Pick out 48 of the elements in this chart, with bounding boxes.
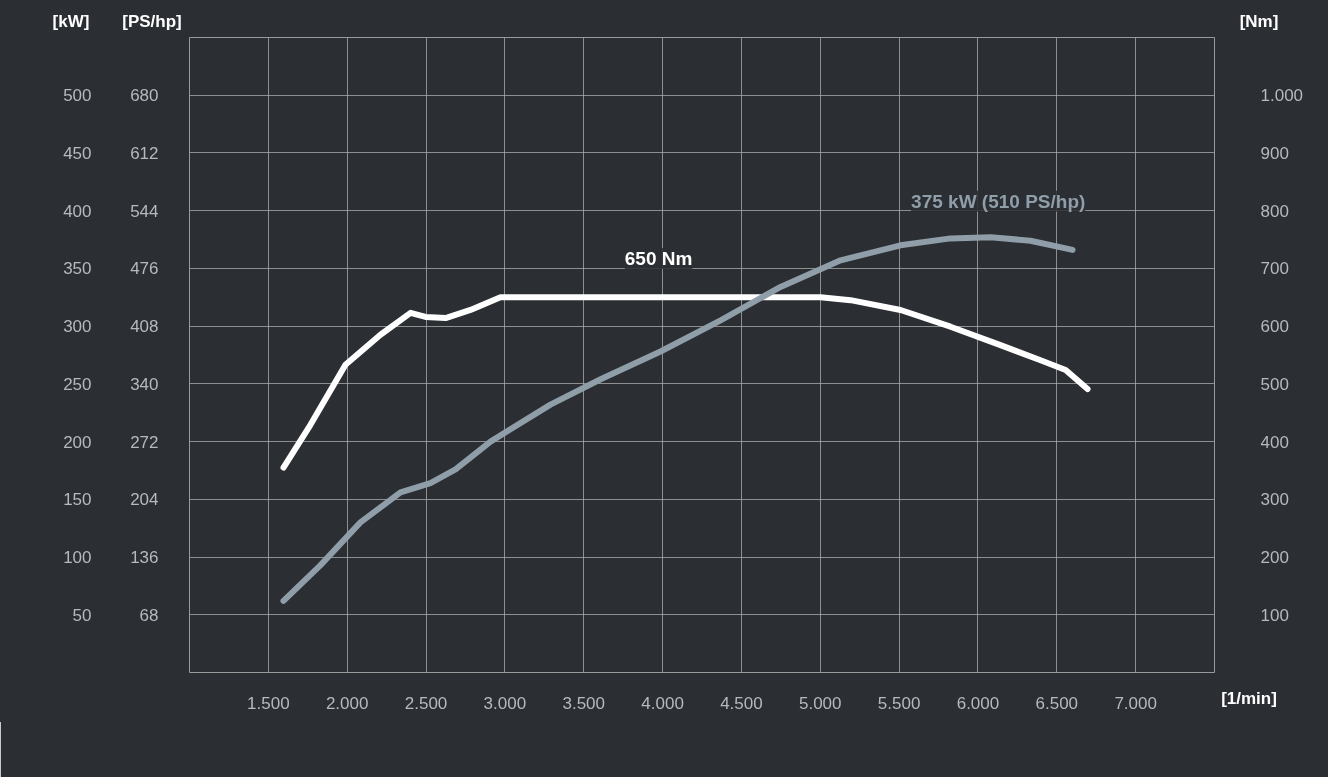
y2-tick-label: 100: [1260, 605, 1289, 625]
y-tick-label: 350: [63, 259, 92, 279]
x-tick-label: 1.500: [247, 693, 290, 713]
y-tick-label: 150: [63, 490, 92, 510]
x-tick-label: 4.500: [720, 693, 763, 713]
x-tick-label: 2.500: [404, 693, 448, 713]
x-tick-label: 2.000: [325, 693, 369, 713]
y3-tick-label: 68: [139, 605, 159, 625]
y2-tick-label: 500: [1260, 374, 1289, 394]
y3-tick-label: 408: [130, 317, 159, 337]
y2-tick-label: 800: [1260, 201, 1289, 221]
y3-tick-label: 612: [130, 143, 159, 163]
y3-tick-label: 544: [130, 201, 159, 221]
y2-tick-label: 400: [1260, 432, 1289, 452]
x-axis-title: [1/min]: [1220, 688, 1278, 710]
y3-tick-label: 340: [130, 374, 159, 394]
x-tick-label: 4.000: [641, 693, 684, 713]
y2-tick-label: 300: [1260, 490, 1289, 510]
y3-axis-title: [PS/hp]: [121, 11, 183, 33]
y2-tick-label: 600: [1260, 317, 1289, 337]
x-tick-label: 6.500: [1035, 693, 1079, 713]
y3-tick-label: 136: [130, 548, 159, 568]
x-tick-label: 3.500: [562, 693, 606, 713]
x-tick-label: 5.500: [877, 693, 921, 713]
y-tick-label: 250: [63, 374, 92, 394]
y-tick-label: 300: [63, 317, 92, 337]
annotation: 375 kW (510 PS/hp): [911, 190, 1086, 212]
y-axis-title: [kW]: [52, 12, 90, 31]
y-tick-label: 200: [63, 432, 92, 452]
y-tick-label: 450: [63, 143, 92, 163]
y-tick-label: 500: [63, 86, 92, 106]
x-tick-label: 6.000: [956, 693, 1000, 713]
x-tick-label: 3.000: [483, 693, 527, 713]
x-tick-label: 7.000: [1114, 693, 1157, 713]
y2-tick-label: 700: [1260, 259, 1289, 279]
y-tick-label: 400: [63, 201, 92, 221]
y-tick-label: 50: [72, 605, 92, 625]
annotation: 650 Nm: [624, 247, 693, 269]
y2-tick-label: 1.000: [1260, 86, 1304, 106]
y2-tick-label: 900: [1260, 143, 1289, 163]
y2-tick-label: 200: [1260, 548, 1289, 568]
y3-tick-label: 476: [130, 259, 159, 279]
y3-tick-label: 680: [130, 86, 159, 106]
y-tick-label: 100: [63, 548, 92, 568]
y3-tick-label: 272: [130, 432, 159, 452]
y2-axis-title: [Nm]: [1238, 11, 1280, 33]
y3-tick-label: 204: [130, 490, 159, 510]
x-tick-label: 5.000: [799, 693, 842, 713]
